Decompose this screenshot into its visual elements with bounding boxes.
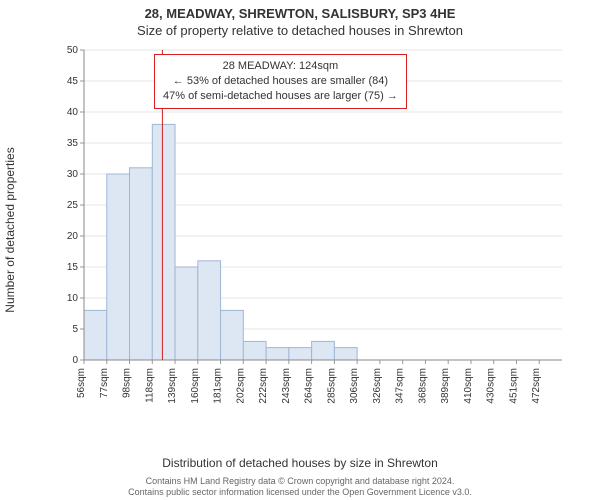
- infobox-line-1: 28 MEADWAY: 124sqm: [163, 59, 398, 74]
- x-axis-label: Distribution of detached houses by size …: [0, 456, 600, 470]
- license-text: Contains HM Land Registry data © Crown c…: [0, 476, 600, 498]
- svg-text:15: 15: [67, 262, 79, 273]
- svg-text:40: 40: [67, 107, 79, 118]
- svg-text:285sqm: 285sqm: [326, 368, 337, 404]
- svg-text:98sqm: 98sqm: [122, 368, 133, 398]
- svg-text:306sqm: 306sqm: [349, 368, 360, 404]
- svg-text:326sqm: 326sqm: [372, 368, 383, 404]
- svg-text:368sqm: 368sqm: [417, 368, 428, 404]
- svg-text:389sqm: 389sqm: [440, 368, 451, 404]
- svg-text:430sqm: 430sqm: [486, 368, 497, 404]
- svg-text:181sqm: 181sqm: [213, 368, 224, 404]
- svg-text:25: 25: [67, 200, 79, 211]
- svg-text:264sqm: 264sqm: [304, 368, 315, 404]
- svg-text:35: 35: [67, 138, 79, 149]
- license-line-2: Contains public sector information licen…: [128, 487, 472, 497]
- svg-text:243sqm: 243sqm: [281, 368, 292, 404]
- chart-area: 0 5 10 15 20 25 30 35 40 45 50 56sqm 77sqm 98sqm 118sq…: [58, 44, 568, 424]
- svg-text:410sqm: 410sqm: [463, 368, 474, 404]
- svg-text:472sqm: 472sqm: [531, 368, 542, 404]
- svg-text:0: 0: [72, 355, 78, 366]
- svg-text:160sqm: 160sqm: [190, 368, 201, 404]
- y-axis-label: Number of detached properties: [3, 147, 17, 312]
- license-line-1: Contains HM Land Registry data © Crown c…: [146, 476, 455, 486]
- svg-text:202sqm: 202sqm: [235, 368, 246, 404]
- svg-text:5: 5: [72, 324, 78, 335]
- svg-text:10: 10: [67, 293, 79, 304]
- property-info-box: 28 MEADWAY: 124sqm ← 53% of detached hou…: [154, 54, 407, 109]
- page-subtitle: Size of property relative to detached ho…: [0, 21, 600, 38]
- infobox-line-2: ← 53% of detached houses are smaller (84…: [163, 74, 398, 89]
- svg-text:56sqm: 56sqm: [76, 368, 87, 398]
- infobox-line-3: 47% of semi-detached houses are larger (…: [163, 89, 398, 104]
- page-title: 28, MEADWAY, SHREWTON, SALISBURY, SP3 4H…: [0, 0, 600, 21]
- svg-text:45: 45: [67, 76, 79, 87]
- svg-text:451sqm: 451sqm: [508, 368, 519, 404]
- svg-text:30: 30: [67, 169, 79, 180]
- svg-text:77sqm: 77sqm: [99, 368, 110, 398]
- svg-text:20: 20: [67, 231, 79, 242]
- svg-text:347sqm: 347sqm: [395, 368, 406, 404]
- svg-text:222sqm: 222sqm: [258, 368, 269, 404]
- svg-text:139sqm: 139sqm: [167, 368, 178, 404]
- svg-text:118sqm: 118sqm: [144, 368, 155, 403]
- svg-text:50: 50: [67, 45, 79, 56]
